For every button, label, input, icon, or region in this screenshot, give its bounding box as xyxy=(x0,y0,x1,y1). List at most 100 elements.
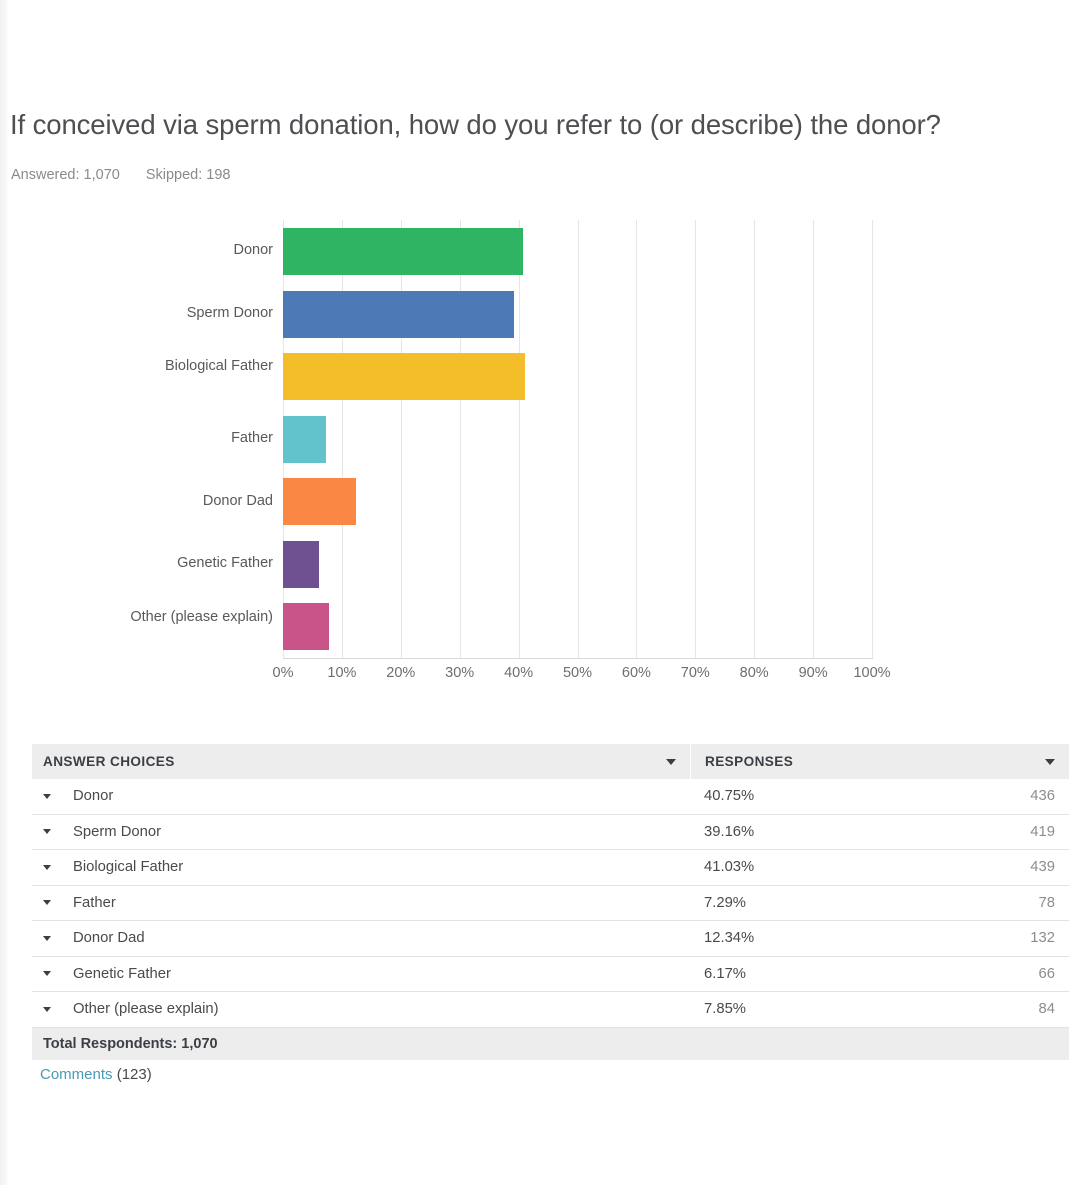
chevron-down-icon[interactable] xyxy=(43,900,51,906)
cell-response-count: 419 xyxy=(1030,823,1055,840)
chevron-down-icon[interactable] xyxy=(43,793,51,799)
chart-category-label: Biological Father xyxy=(165,358,273,375)
page-left-edge xyxy=(0,0,9,1185)
chart-bar-row xyxy=(283,345,872,408)
total-respondents-label: Total Respondents: 1,070 xyxy=(43,1035,218,1052)
chart-bar-row xyxy=(283,220,872,283)
comments-link[interactable]: Comments xyxy=(40,1066,113,1083)
column-header-answer-choices[interactable]: ANSWER CHOICES xyxy=(32,744,690,779)
chart-x-tick-label: 40% xyxy=(504,665,534,681)
chart-bar[interactable] xyxy=(283,228,524,275)
chart-x-tick-label: 30% xyxy=(445,665,475,681)
chart-gridline xyxy=(341,220,343,658)
chevron-down-icon[interactable] xyxy=(1045,758,1055,765)
cell-response-percent: 7.85% xyxy=(704,1001,746,1018)
chart-gridline xyxy=(872,220,873,658)
chevron-down-icon[interactable] xyxy=(43,971,51,977)
results-table: ANSWER CHOICES RESPONSES Donor 40.75% 436 S… xyxy=(32,744,1069,1060)
chart-gridline xyxy=(459,220,461,658)
chart-gridline xyxy=(636,220,638,658)
skipped-count: Skipped: 198 xyxy=(145,167,231,183)
chart-gridline xyxy=(813,220,815,658)
table-row[interactable]: Sperm Donor 39.16% 419 xyxy=(32,815,1069,850)
chart-bar[interactable] xyxy=(283,603,330,651)
chart-category-label: Sperm Donor xyxy=(186,304,273,321)
cell-response-count: 436 xyxy=(1030,788,1055,805)
table-row[interactable]: Other (please explain) 7.85% 84 xyxy=(32,992,1069,1028)
chevron-down-icon[interactable] xyxy=(43,864,51,870)
cell-answer-choice: Father xyxy=(32,895,690,911)
cell-answer-choice: Genetic Father xyxy=(32,966,690,982)
chart-bar[interactable] xyxy=(283,540,320,588)
cell-answer-choice: Donor Dad xyxy=(32,930,690,946)
total-respondents-row: Total Respondents: 1,070 xyxy=(32,1027,1069,1060)
chart-category-label: Father xyxy=(231,430,273,446)
cell-response-percent: 41.03% xyxy=(704,859,755,876)
column-header-responses-label: RESPONSES xyxy=(705,754,794,769)
table-header-row: ANSWER CHOICES RESPONSES xyxy=(32,744,1069,779)
chart-plot-area xyxy=(283,220,873,658)
table-row[interactable]: Genetic Father 6.17% 66 xyxy=(32,957,1069,992)
chart-x-tick-label: 100% xyxy=(853,665,891,681)
table-row[interactable]: Biological Father 41.03% 439 xyxy=(32,850,1069,886)
response-summary: Answered: 1,070 Skipped: 198 xyxy=(11,167,230,183)
chart-bar-row xyxy=(283,283,872,346)
answer-choice-label: Genetic Father xyxy=(73,965,171,982)
page-title: If conceived via sperm donation, how do … xyxy=(10,109,941,140)
cell-answer-choice: Other (please explain) xyxy=(32,1001,690,1017)
chart-bar-row xyxy=(283,470,872,533)
chart-x-tick-label: 60% xyxy=(621,665,651,681)
chart-bar[interactable] xyxy=(283,353,525,401)
chart-x-tick-label: 0% xyxy=(272,665,294,681)
table-row[interactable]: Donor Dad 12.34% 132 xyxy=(32,921,1069,957)
cell-answer-choice: Biological Father xyxy=(32,859,690,875)
chart-x-tick-label: 90% xyxy=(798,665,828,681)
cell-response-percent: 12.34% xyxy=(704,930,755,947)
cell-response-count: 66 xyxy=(1038,965,1055,982)
chart-gridline xyxy=(518,220,520,658)
chevron-down-icon[interactable] xyxy=(666,758,676,765)
chart-bar-row xyxy=(283,533,872,596)
cell-answer-choice: Sperm Donor xyxy=(32,824,690,840)
table-row[interactable]: Father 7.29% 78 xyxy=(32,886,1069,921)
chart-bar[interactable] xyxy=(283,478,356,526)
answer-choice-label: Other (please explain) xyxy=(73,1001,219,1018)
chart-category-label: Genetic Father xyxy=(177,555,273,572)
chart-bar[interactable] xyxy=(283,415,326,463)
chart-x-tick-label: 70% xyxy=(680,665,710,681)
chart-bar[interactable] xyxy=(283,290,514,338)
answer-choice-label: Father xyxy=(73,894,116,911)
table-row[interactable]: Donor 40.75% 436 xyxy=(32,779,1069,815)
cell-response-percent: 6.17% xyxy=(704,965,746,982)
cell-response-count: 132 xyxy=(1030,930,1055,947)
answered-count: Answered: 1,070 xyxy=(11,167,120,183)
cell-response-count: 439 xyxy=(1030,859,1055,876)
cell-response-percent: 7.29% xyxy=(704,894,746,911)
comments-count: (123) xyxy=(116,1066,152,1083)
chart-x-tick-label: 10% xyxy=(327,665,357,681)
chevron-down-icon[interactable] xyxy=(43,935,51,941)
chart-gridline xyxy=(400,220,402,658)
answer-choice-label: Biological Father xyxy=(73,859,184,876)
answer-choice-label: Sperm Donor xyxy=(73,823,161,840)
chart-x-tick-label: 50% xyxy=(562,665,593,681)
cell-response-count: 78 xyxy=(1038,894,1055,911)
bar-chart: Donor Sperm Donor Biological Father Father D… xyxy=(0,210,960,690)
chevron-down-icon[interactable] xyxy=(43,829,51,835)
cell-response-percent: 40.75% xyxy=(704,788,755,805)
chart-category-label: Donor Dad xyxy=(202,492,273,509)
chart-bar-row xyxy=(283,595,872,658)
answer-choice-label: Donor xyxy=(73,788,114,805)
chart-gridline xyxy=(577,220,579,658)
chevron-down-icon[interactable] xyxy=(43,1006,51,1012)
column-header-responses[interactable]: RESPONSES xyxy=(690,744,1069,779)
chart-category-label: Donor xyxy=(233,242,274,259)
cell-answer-choice: Donor xyxy=(32,788,690,804)
chart-category-labels: Donor Sperm Donor Biological Father Father D… xyxy=(0,220,273,658)
chart-x-tick-label: 80% xyxy=(739,665,769,681)
chart-x-axis-line xyxy=(283,658,873,659)
table-body: Donor 40.75% 436 Sperm Donor 39.16% 419 Biolog… xyxy=(32,779,1069,1028)
comments-footer: Comments (123) xyxy=(40,1066,152,1083)
column-header-answer-choices-label: ANSWER CHOICES xyxy=(43,754,175,769)
chart-bar-row xyxy=(283,408,872,471)
